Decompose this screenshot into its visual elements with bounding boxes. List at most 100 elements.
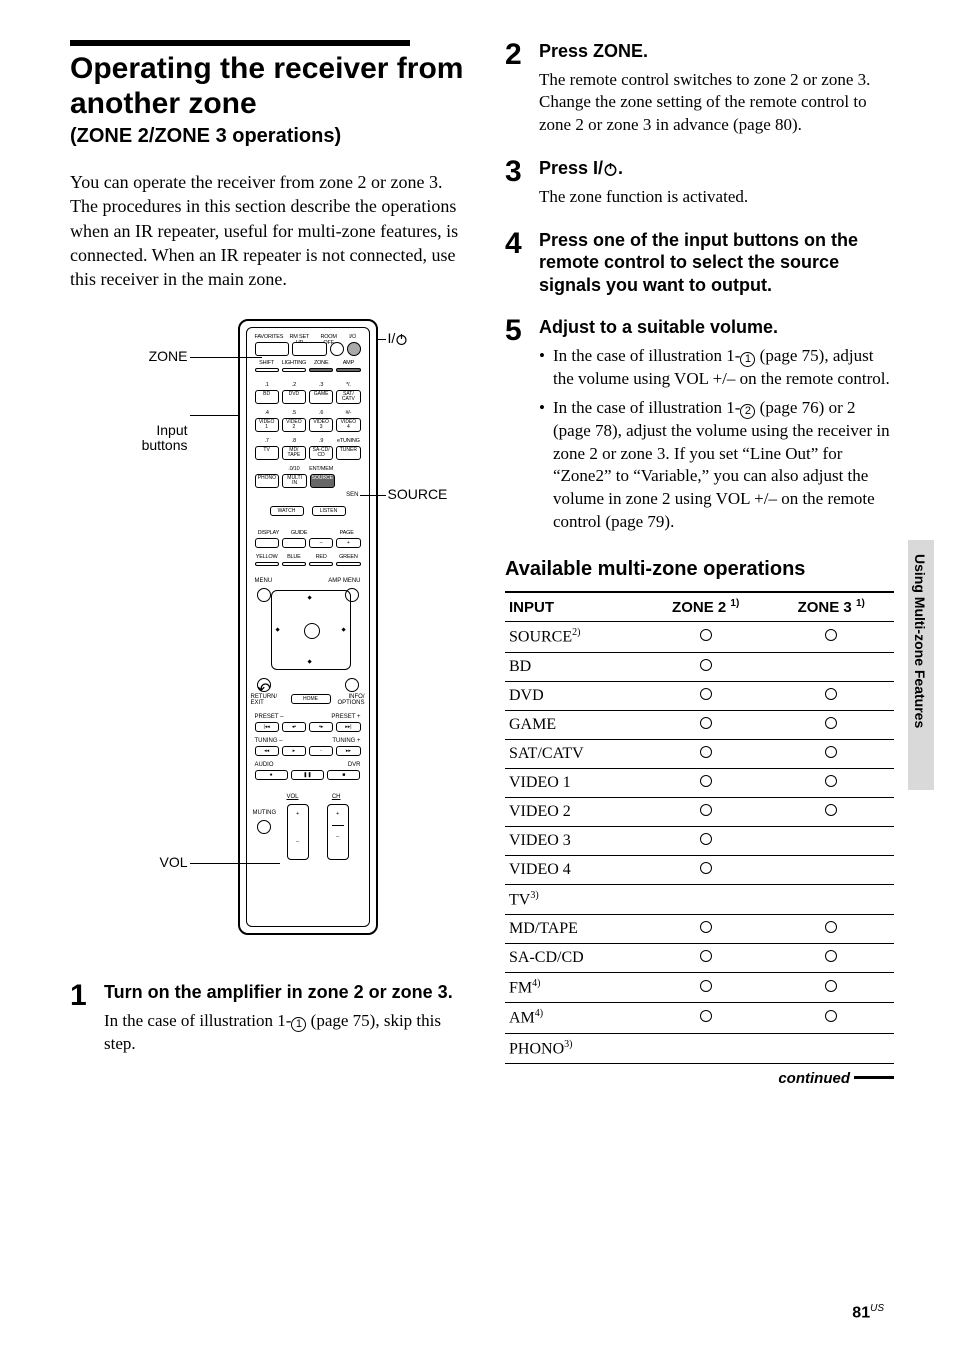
cell-input: BD — [505, 652, 643, 681]
cell-zone3 — [768, 768, 894, 797]
table-row: VIDEO 3 — [505, 826, 894, 855]
step-5: 5 Adjust to a suitable volume. In the ca… — [505, 316, 894, 540]
cell-input: DVD — [505, 681, 643, 710]
th-zone3: ZONE 3 1) — [768, 592, 894, 622]
power-icon — [603, 158, 618, 178]
th-input: INPUT — [505, 592, 643, 622]
btn-rmsetup — [292, 342, 327, 356]
cell-zone2 — [643, 797, 769, 826]
step-4: 4 Press one of the input buttons on the … — [505, 229, 894, 303]
table-row: SA-CD/CD — [505, 943, 894, 972]
cell-zone3 — [768, 1003, 894, 1033]
btn-roomoff — [330, 342, 344, 356]
remote-inner: FAVORITES RM SET UP ROOM OFF I/⏻ SHIFT L… — [246, 327, 370, 927]
multizone-table: INPUT ZONE 2 1) ZONE 3 1) SOURCE2)BDDVDG… — [505, 591, 894, 1064]
step-3-head: Press I/. — [539, 157, 894, 180]
title-rule — [70, 40, 410, 46]
remote-illustration: FAVORITES RM SET UP ROOM OFF I/⏻ SHIFT L… — [88, 315, 448, 955]
btn-power — [347, 342, 361, 356]
side-tab-label: Using Multi-zone Features — [912, 554, 928, 728]
table-row: FM4) — [505, 972, 894, 1002]
step-1: 1 Turn on the amplifier in zone 2 or zon… — [70, 981, 465, 1061]
th-zone2: ZONE 2 1) — [643, 592, 769, 622]
cell-zone3 — [768, 943, 894, 972]
cell-zone2 — [643, 972, 769, 1002]
cell-zone3 — [768, 797, 894, 826]
step-3: 3 Press I/. The zone function is activat… — [505, 157, 894, 214]
cell-zone3 — [768, 652, 894, 681]
page-title: Operating the receiver from another zone — [70, 52, 465, 121]
table-row: VIDEO 4 — [505, 855, 894, 884]
page-number: 81US — [852, 1303, 884, 1322]
cell-zone2 — [643, 768, 769, 797]
cell-zone3 — [768, 622, 894, 652]
cell-input: TV3) — [505, 884, 643, 914]
cell-input: GAME — [505, 710, 643, 739]
page-subtitle: (ZONE 2/ZONE 3 operations) — [70, 125, 465, 148]
step-5-bullets: In the case of illustration 1-1 (page 75… — [539, 345, 894, 535]
cell-zone2 — [643, 652, 769, 681]
cell-zone2 — [643, 681, 769, 710]
cell-zone2 — [643, 826, 769, 855]
cell-zone3 — [768, 826, 894, 855]
cell-input: AM4) — [505, 1003, 643, 1033]
callout-zone: ZONE — [88, 349, 188, 364]
cell-input: MD/TAPE — [505, 914, 643, 943]
btn-favorites — [255, 342, 290, 356]
table-row: VIDEO 1 — [505, 768, 894, 797]
cell-zone2 — [643, 739, 769, 768]
cell-zone2 — [643, 914, 769, 943]
cell-input: SAT/CATV — [505, 739, 643, 768]
table-title: Available multi-zone operations — [505, 558, 894, 581]
cell-zone3 — [768, 884, 894, 914]
cell-zone3 — [768, 681, 894, 710]
bullet-2: In the case of illustration 1-2 (page 76… — [539, 397, 894, 535]
cell-input: FM4) — [505, 972, 643, 1002]
ch-rocker: + – — [327, 804, 349, 860]
dpad: ◆ ◆ ◆ ◆ — [271, 590, 351, 670]
table-row: BD — [505, 652, 894, 681]
cell-input: PHONO3) — [505, 1033, 643, 1063]
cell-input: SA-CD/CD — [505, 943, 643, 972]
cell-zone2 — [643, 1033, 769, 1063]
intro-paragraph: You can operate the receiver from zone 2… — [70, 170, 465, 291]
cell-input: VIDEO 4 — [505, 855, 643, 884]
callout-power: I/ — [388, 331, 409, 346]
cell-zone3 — [768, 914, 894, 943]
remote-body: FAVORITES RM SET UP ROOM OFF I/⏻ SHIFT L… — [238, 319, 378, 935]
bullet-1: In the case of illustration 1-1 (page 75… — [539, 345, 894, 391]
table-row: PHONO3) — [505, 1033, 894, 1063]
callout-vol: VOL — [88, 855, 188, 870]
return-icon: ↶ — [257, 678, 271, 692]
table-row: TV3) — [505, 884, 894, 914]
cell-zone2 — [643, 855, 769, 884]
step-1-head: Turn on the amplifier in zone 2 or zone … — [104, 981, 465, 1004]
table-row: SAT/CATV — [505, 739, 894, 768]
callout-source: SOURCE — [388, 487, 448, 502]
continued-label: continued — [505, 1070, 894, 1087]
table-row: AM4) — [505, 1003, 894, 1033]
table-row: DVD — [505, 681, 894, 710]
step-1-text: In the case of illustration 1-1 (page 75… — [104, 1010, 465, 1056]
cell-zone3 — [768, 972, 894, 1002]
cell-input: VIDEO 3 — [505, 826, 643, 855]
cell-zone2 — [643, 943, 769, 972]
step-2: 2 Press ZONE. The remote control switche… — [505, 40, 894, 143]
cell-zone2 — [643, 622, 769, 652]
vol-rocker: + – — [287, 804, 309, 860]
callout-input: Input buttons — [88, 407, 188, 484]
step-number: 1 — [70, 981, 90, 1061]
table-row: GAME — [505, 710, 894, 739]
cell-zone3 — [768, 855, 894, 884]
cell-zone2 — [643, 710, 769, 739]
table-row: MD/TAPE — [505, 914, 894, 943]
cell-zone3 — [768, 739, 894, 768]
cell-input: VIDEO 2 — [505, 797, 643, 826]
cell-zone2 — [643, 884, 769, 914]
table-row: VIDEO 2 — [505, 797, 894, 826]
cell-zone3 — [768, 710, 894, 739]
cell-zone3 — [768, 1033, 894, 1063]
cell-input: SOURCE2) — [505, 622, 643, 652]
cell-zone2 — [643, 1003, 769, 1033]
btn-zone — [309, 368, 333, 372]
